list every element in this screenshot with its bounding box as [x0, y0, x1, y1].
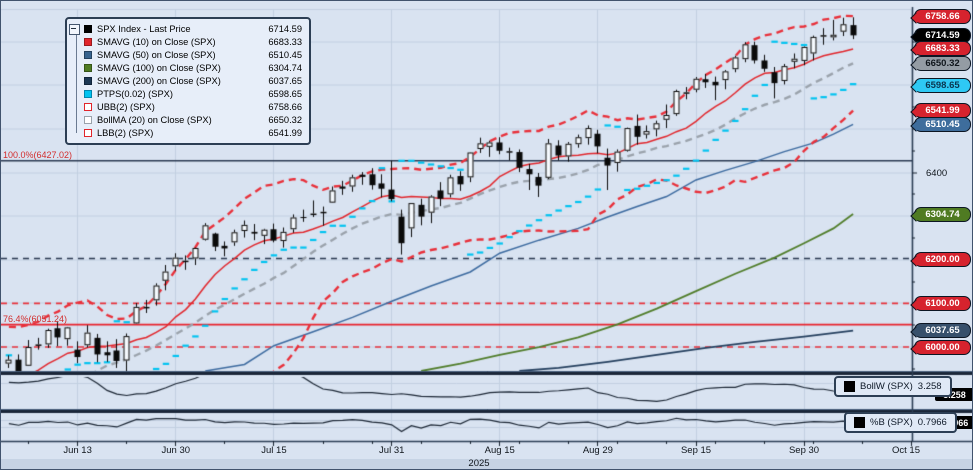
- price-tag: 6758.66: [914, 8, 971, 24]
- legend-item-value: 6598.65: [268, 88, 302, 99]
- legend-item-value: 6650.32: [268, 114, 302, 125]
- price-tag: 6000.00: [914, 339, 971, 355]
- legend-swatch-icon: [84, 128, 92, 137]
- legend-item[interactable]: LBB(2) (SPX) 6541.99: [84, 126, 302, 139]
- x-axis-tick-label: Jun 13: [63, 445, 92, 456]
- legend-swatch-icon: [84, 89, 92, 98]
- legend-swatch-icon: [84, 115, 92, 124]
- legend-item-label: SMAVG (10) on Close (SPX): [97, 37, 216, 48]
- percent-b-legend-label: %B (SPX): [870, 417, 913, 428]
- price-tag: 6037.65: [914, 323, 971, 339]
- percent-b-legend[interactable]: %B (SPX) 0.7966: [844, 412, 957, 433]
- legend-item[interactable]: SMAVG (200) on Close (SPX) 6037.65: [84, 75, 302, 88]
- price-tag: 6598.65: [914, 78, 971, 94]
- legend-swatch-icon: [84, 51, 92, 60]
- legend-item[interactable]: BollMA (20) on Close (SPX) 6650.32: [84, 113, 302, 126]
- legend-item[interactable]: SMAVG (50) on Close (SPX) 6510.45: [84, 49, 302, 62]
- price-tag: 6100.00: [914, 295, 971, 311]
- legend-item[interactable]: SPX Index - Last Price 6714.59: [84, 23, 302, 36]
- x-axis-tick-label: Jun 30: [161, 445, 191, 456]
- legend-item-value: 6714.59: [268, 24, 302, 35]
- price-tag: 6510.45: [914, 116, 971, 132]
- x-axis-tick-label: Oct 15: [892, 445, 920, 456]
- legend-item-value: 6541.99: [268, 127, 302, 138]
- legend-item[interactable]: SMAVG (10) on Close (SPX) 6683.33: [84, 36, 302, 49]
- price-tag: 6650.32: [914, 55, 971, 71]
- fib-level-label-76: 76.4%(6051.24): [3, 313, 68, 324]
- tree-collapse-icon[interactable]: [69, 24, 80, 35]
- x-axis-tick-label: Jul 15: [261, 445, 287, 456]
- legend-item[interactable]: SMAVG (100) on Close (SPX) 6304.74: [84, 62, 302, 75]
- bollw-legend-value: 3.258: [917, 381, 942, 392]
- legend-item[interactable]: UBB(2) (SPX) 6758.66: [84, 100, 302, 113]
- fib-level-label-100: 100.0%(6427.02): [3, 149, 73, 160]
- legend-item-label: UBB(2) (SPX): [97, 101, 155, 112]
- legend-swatch-icon: [84, 77, 92, 85]
- bollw-legend[interactable]: BollW (SPX) 3.258: [834, 376, 952, 397]
- x-axis-tick-label: Aug 15: [484, 445, 515, 456]
- legend-item[interactable]: PTPS(0.02) (SPX) 6598.65: [84, 87, 302, 100]
- x-axis-tick-label: Jul 31: [379, 445, 405, 456]
- x-axis-tick-label: Sep 30: [788, 445, 820, 456]
- legend-swatch-icon: [84, 64, 92, 73]
- price-tag: 6304.74: [914, 206, 971, 222]
- percent-b-legend-value: 0.7966: [917, 417, 947, 428]
- bottom-strip: [1, 459, 972, 469]
- bollw-swatch-icon: [844, 381, 855, 392]
- legend-item-value: 6758.66: [268, 101, 302, 112]
- y-axis-tick-label: 6400: [926, 167, 948, 179]
- chart-legend[interactable]: SPX Index - Last Price 6714.59 SMAVG (10) …: [65, 17, 311, 146]
- price-tag: 6683.33: [914, 41, 971, 57]
- price-tag: 6200.00: [914, 252, 971, 268]
- legend-item-value: 6683.33: [268, 37, 302, 48]
- legend-item-value: 6304.74: [268, 63, 302, 74]
- legend-item-value: 6037.65: [268, 76, 302, 86]
- legend-item-label: LBB(2) (SPX): [97, 127, 154, 138]
- legend-item-label: SMAVG (100) on Close (SPX): [97, 63, 221, 74]
- bollw-legend-label: BollW (SPX): [860, 381, 913, 392]
- legend-swatch-icon: [84, 102, 92, 111]
- legend-item-label: PTPS(0.02) (SPX): [97, 88, 173, 99]
- x-axis-tick-label: Aug 29: [582, 445, 613, 456]
- legend-item-label: SMAVG (50) on Close (SPX): [97, 50, 216, 61]
- legend-item-label: SPX Index - Last Price: [97, 24, 191, 35]
- x-axis-year-label: 2025: [468, 458, 490, 469]
- legend-item-label: SMAVG (200) on Close (SPX): [97, 76, 221, 86]
- x-axis-tick-label: Sep 15: [680, 445, 712, 456]
- legend-item-value: 6510.45: [268, 50, 302, 61]
- legend-swatch-icon: [84, 25, 92, 34]
- percent-b-swatch-icon: [854, 417, 865, 428]
- legend-swatch-icon: [84, 38, 92, 47]
- legend-item-label: BollMA (20) on Close (SPX): [97, 114, 212, 125]
- legend-rows: SPX Index - Last Price 6714.59 SMAVG (10) …: [84, 23, 302, 139]
- price-tag: 6541.99: [914, 103, 971, 119]
